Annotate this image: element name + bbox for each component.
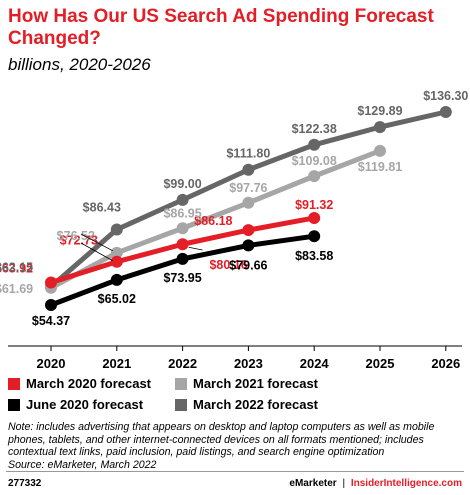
x-tick-label-2021: 2021 bbox=[102, 356, 131, 371]
x-tick-label-2024: 2024 bbox=[300, 356, 330, 371]
data-label-june-2020-forecast-2023: $79.66 bbox=[229, 258, 267, 272]
point-march-2022-forecast-2026 bbox=[439, 106, 452, 118]
point-march-2020-forecast-2023 bbox=[242, 224, 255, 237]
point-march-2022-forecast-2024 bbox=[308, 138, 321, 151]
leader-march-2020-2022 bbox=[188, 246, 203, 251]
legend-item-march-2022: March 2022 forecast bbox=[175, 397, 318, 412]
data-label-march-2022-forecast-2020: $62.15 bbox=[0, 261, 33, 275]
point-march-2021-forecast-2025 bbox=[374, 144, 386, 157]
data-label-march-2020-forecast-2022: $80.16 bbox=[209, 258, 247, 272]
data-label-march-2021-forecast-2025: $119.81 bbox=[358, 160, 403, 174]
data-label-march-2022-forecast-2026: $136.30 bbox=[423, 89, 468, 103]
point-march-2021-forecast-2021 bbox=[110, 246, 123, 259]
data-label-march-2020-forecast-2021: $72.73 bbox=[60, 234, 98, 248]
legend-label-march-2022: March 2022 forecast bbox=[193, 397, 319, 412]
legend-swatch-june-2020 bbox=[8, 398, 20, 411]
x-tick-label-2020: 2020 bbox=[37, 356, 66, 371]
chart-id: 277332 bbox=[8, 478, 42, 489]
point-march-2021-forecast-2022 bbox=[176, 222, 189, 235]
point-march-2022-forecast-2023 bbox=[242, 163, 255, 176]
x-tick-label-2026: 2026 bbox=[431, 356, 460, 371]
data-label-march-2022-forecast-2025: $129.89 bbox=[357, 104, 402, 118]
point-june-2020-forecast-2023 bbox=[242, 239, 255, 252]
point-march-2022-forecast-2022 bbox=[176, 193, 189, 206]
data-label-june-2020-forecast-2022: $73.95 bbox=[163, 271, 201, 285]
point-march-2022-forecast-2025 bbox=[374, 121, 386, 134]
point-june-2020-forecast-2020 bbox=[45, 299, 57, 311]
note-text: Note: includes advertising that appears … bbox=[8, 421, 435, 458]
legend-swatch-march-2020 bbox=[8, 377, 20, 390]
legend-label-march-2021: March 2021 forecast bbox=[193, 376, 319, 391]
point-march-2020-forecast-2021 bbox=[110, 255, 123, 268]
data-label-march-2020-forecast-2020: $63.92 bbox=[0, 262, 33, 276]
brand-separator: | bbox=[342, 478, 346, 489]
data-label-june-2020-forecast-2021: $65.02 bbox=[98, 292, 136, 306]
data-label-june-2020-forecast-2024: $83.58 bbox=[295, 249, 333, 263]
data-label-march-2021-forecast-2022: $86.95 bbox=[163, 206, 201, 220]
data-label-march-2020-forecast-2024: $91.32 bbox=[295, 198, 333, 212]
legend-item-march-2021: March 2021 forecast bbox=[175, 376, 318, 391]
data-label-march-2022-forecast-2023: $111.80 bbox=[226, 147, 270, 161]
brand-emarketer: eMarketer bbox=[289, 478, 337, 489]
x-tick-label-2022: 2022 bbox=[168, 356, 197, 371]
leader-march-2020-2021 bbox=[80, 242, 113, 262]
point-march-2020-forecast-2020 bbox=[45, 276, 57, 289]
point-march-2021-forecast-2023 bbox=[242, 196, 255, 209]
legend-swatch-march-2021 bbox=[175, 377, 187, 390]
x-tick-label-2025: 2025 bbox=[366, 356, 395, 371]
brand-insider-intelligence: InsiderIntelligence.com bbox=[350, 478, 462, 489]
leader-march-2021-2021 bbox=[80, 233, 113, 252]
footer-brand: eMarketer | InsiderIntelligence.com bbox=[289, 478, 462, 489]
line-chart: 2020 2021 2022 2023 2024 2025 2026 $63.92 $72.73… bbox=[0, 89, 468, 371]
x-tick-label-2023: 2023 bbox=[234, 356, 263, 371]
series-line-march-2021-forecast bbox=[48, 148, 383, 291]
data-label-march-2021-forecast-2021: $76.52 bbox=[57, 229, 95, 243]
legend-item-march-2020: March 2020 forecast bbox=[8, 376, 151, 391]
chart-title: How Has Our US Search Ad Spending Foreca… bbox=[8, 6, 434, 49]
point-march-2021-forecast-2024 bbox=[308, 170, 321, 183]
point-june-2020-forecast-2024 bbox=[308, 230, 321, 243]
data-label-march-2021-forecast-2024: $109.08 bbox=[292, 154, 337, 168]
legend-label-june-2020: June 2020 forecast bbox=[26, 397, 144, 412]
legend-swatch-march-2022 bbox=[175, 398, 187, 411]
data-label-june-2020-forecast-2020: $54.37 bbox=[32, 314, 70, 328]
source-text: Source: eMarketer, March 2022 bbox=[8, 458, 157, 471]
data-label-march-2022-forecast-2021: $86.43 bbox=[83, 200, 121, 214]
chart-subtitle: billions, 2020-2026 bbox=[8, 55, 151, 74]
chart-note: Note: includes advertising that appears … bbox=[8, 421, 466, 471]
point-march-2022-forecast-2021 bbox=[110, 223, 123, 236]
footer-divider bbox=[6, 471, 464, 472]
data-label-march-2021-forecast-2020: $61.69 bbox=[0, 282, 33, 296]
point-june-2020-forecast-2021 bbox=[110, 273, 123, 286]
data-label-march-2022-forecast-2022: $99.00 bbox=[163, 177, 201, 191]
point-june-2020-forecast-2022 bbox=[176, 252, 189, 265]
data-label-march-2021-forecast-2023: $97.76 bbox=[229, 181, 267, 195]
chart-legend: March 2020 forecast March 2021 forecast … bbox=[8, 374, 468, 414]
data-label-march-2020-forecast-2023: $86.18 bbox=[194, 214, 232, 228]
data-label-march-2022-forecast-2024: $122.38 bbox=[292, 122, 337, 136]
point-march-2020-forecast-2022 bbox=[176, 238, 189, 251]
point-march-2020-forecast-2024 bbox=[308, 211, 321, 224]
legend-label-march-2020: March 2020 forecast bbox=[26, 376, 152, 391]
legend-item-june-2020: June 2020 forecast bbox=[8, 397, 143, 412]
